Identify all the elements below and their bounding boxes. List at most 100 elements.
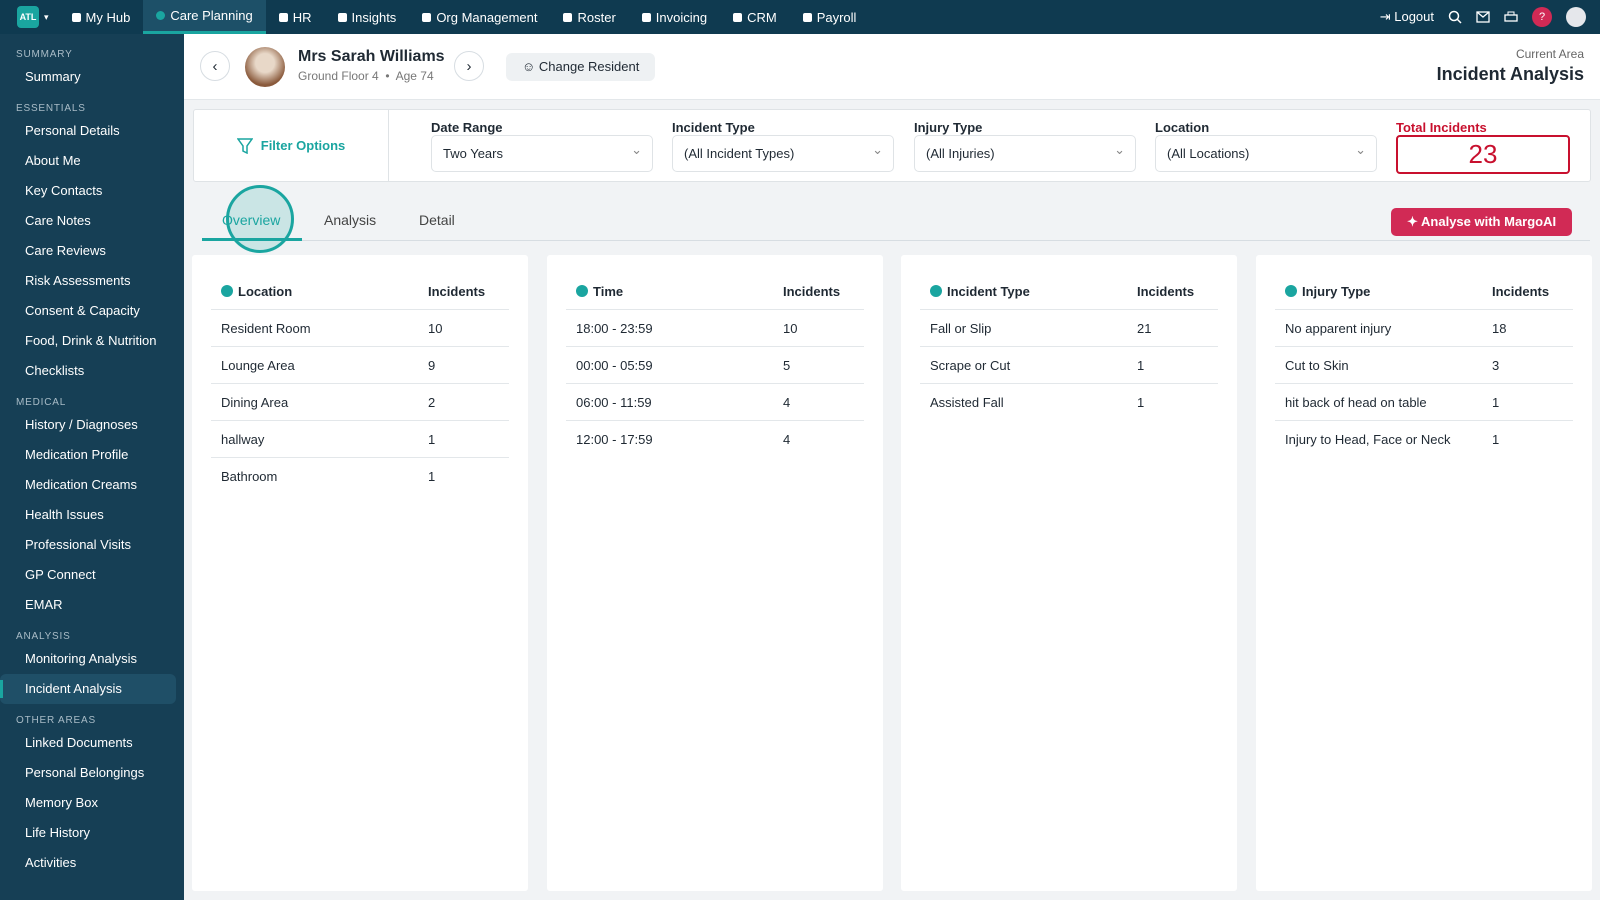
sidebar-item[interactable]: Incident Analysis [0, 674, 176, 704]
filter-options-label[interactable]: Filter Options [260, 138, 346, 153]
nav-label[interactable]: Insights [351, 9, 397, 25]
print-icon[interactable] [1504, 11, 1518, 24]
prev-resident[interactable]: ‹ [200, 51, 230, 81]
logo-caret[interactable]: ▾ [44, 11, 49, 22]
logout[interactable]: ⇥ Logout [1379, 9, 1434, 24]
nav-item[interactable]: Payroll [790, 0, 870, 34]
table-row: Cut to Skin 3 [1275, 347, 1573, 384]
tab[interactable]: Analysis [324, 212, 377, 228]
nav-label[interactable]: Care Planning [170, 8, 253, 23]
sidebar-item[interactable]: GP Connect [25, 567, 96, 582]
next-resident[interactable]: › [454, 51, 484, 81]
nav-item[interactable]: Invoicing [629, 0, 720, 34]
sidebar-item[interactable]: Care Reviews [25, 243, 106, 258]
logo[interactable]: ATL [17, 6, 39, 28]
sidebar-heading: MEDICAL [16, 397, 67, 408]
filter-dropdown[interactable]: (All Injuries) [914, 132, 1136, 172]
table-header: Time Incidents [566, 273, 864, 310]
sidebar-item[interactable]: Medication Creams [25, 477, 137, 492]
logout-label[interactable]: Logout [1394, 9, 1434, 24]
top-actions: ⇥ Logout ? [1380, 7, 1600, 27]
nav-label[interactable]: My Hub [85, 9, 131, 25]
resident-name: Mrs Sarah Williams [298, 48, 445, 65]
sidebar-item[interactable]: Medication Profile [25, 447, 129, 462]
table-row: hit back of head on table 1 [1275, 384, 1573, 421]
filter-dropdown[interactable]: Two Years [431, 132, 653, 172]
nav-label[interactable]: HR [292, 9, 312, 25]
filter-options[interactable]: Filter Options [194, 110, 389, 181]
count-header: Incidents [783, 283, 841, 299]
sidebar-item[interactable]: EMAR [25, 597, 63, 612]
sidebar-item[interactable]: History / Diagnoses [25, 417, 138, 432]
sidebar-item[interactable]: Personal Belongings [25, 765, 145, 780]
sidebar-item[interactable]: About Me [25, 153, 81, 168]
sidebar-heading: SUMMARY [16, 49, 73, 60]
row-count: 1 [1137, 357, 1145, 373]
table-row: Scrape or Cut 1 [920, 347, 1218, 384]
table-row: hallway 1 [211, 421, 509, 458]
sidebar-item[interactable]: Care Notes [25, 213, 91, 228]
nav-item-active[interactable]: Care Planning [143, 0, 266, 34]
sidebar-item[interactable]: Memory Box [25, 795, 98, 810]
sidebar-item[interactable]: Key Contacts [25, 183, 103, 198]
row-count: 4 [783, 394, 791, 410]
row-label: 00:00 - 05:59 [576, 357, 653, 373]
row-count: 10 [783, 320, 798, 336]
sidebar-item[interactable]: Monitoring Analysis [25, 651, 137, 666]
filter-dropdown[interactable]: (All Incident Types) [672, 132, 894, 172]
filter-icon [236, 137, 253, 154]
row-count: 1 [428, 469, 436, 484]
table-title-text: Location [238, 283, 293, 299]
search-icon[interactable] [1448, 10, 1462, 24]
filter-dropdown[interactable]: (All Locations) [1155, 132, 1377, 172]
nav-item[interactable]: Insights [325, 0, 410, 34]
filter-label: Date Range [431, 120, 503, 135]
ai-button[interactable]: ✦ Analyse with MargoAI [1391, 208, 1573, 236]
current-area-label: Current Area [1515, 47, 1584, 61]
row-label: Dining Area [221, 394, 289, 410]
sidebar-item[interactable]: Linked Documents [25, 735, 133, 750]
nav-item[interactable]: Roster [550, 0, 628, 34]
row-count: 21 [1137, 320, 1152, 336]
table-title: Location [221, 284, 428, 299]
row-label: Assisted Fall [930, 395, 1004, 410]
nav-label[interactable]: Org Management [436, 9, 538, 25]
sidebar-item[interactable]: Consent & Capacity [25, 303, 140, 318]
ai-button-label[interactable]: Analyse with MargoAI [1421, 214, 1557, 229]
table-icon [221, 284, 233, 297]
sidebar-item[interactable]: Personal Details [25, 123, 120, 138]
nav-item[interactable]: Org Management [409, 0, 550, 34]
change-resident-label[interactable]: Change Resident [538, 59, 640, 74]
sidebar-item[interactable]: Professional Visits [25, 537, 131, 552]
mail-icon[interactable] [1476, 11, 1490, 23]
row-count: 1 [1492, 394, 1500, 410]
table-header: Incident Type Incidents [920, 273, 1218, 310]
sidebar-item[interactable]: Summary [25, 69, 81, 84]
nav-label[interactable]: Payroll [816, 9, 857, 25]
sidebar-item[interactable]: Risk Assessments [25, 273, 131, 288]
help-button[interactable]: ? [1532, 7, 1552, 27]
resident-age: Age 74 [395, 69, 434, 83]
row-count: 10 [428, 320, 443, 336]
sidebar-item[interactable]: Life History [25, 825, 91, 840]
row-count: 1 [428, 431, 436, 447]
nav-item[interactable]: CRM [720, 0, 790, 34]
user-avatar[interactable] [1566, 7, 1586, 27]
table-icon [1285, 284, 1297, 297]
nav-label[interactable]: Roster [577, 9, 616, 25]
nav-label[interactable]: CRM [747, 9, 777, 25]
row-label: 18:00 - 23:59 [576, 320, 653, 336]
nav-item[interactable]: HR [266, 0, 325, 34]
sidebar-item[interactable]: Checklists [25, 363, 85, 378]
sidebar-item[interactable]: Food, Drink & Nutrition [25, 333, 157, 348]
nav-label[interactable]: Invoicing [655, 9, 708, 25]
filter-label: Incident Type [672, 120, 755, 135]
tab[interactable]: Detail [419, 212, 455, 228]
table-icon [576, 284, 588, 297]
sidebar-item[interactable]: Activities [25, 855, 77, 870]
click-indicator [226, 185, 294, 253]
row-label: Injury to Head, Face or Neck [1285, 432, 1451, 447]
sidebar-item[interactable]: Health Issues [25, 507, 104, 522]
nav-item[interactable]: My Hub [59, 0, 144, 34]
change-resident-button[interactable]: ☺ Change Resident [506, 53, 656, 81]
